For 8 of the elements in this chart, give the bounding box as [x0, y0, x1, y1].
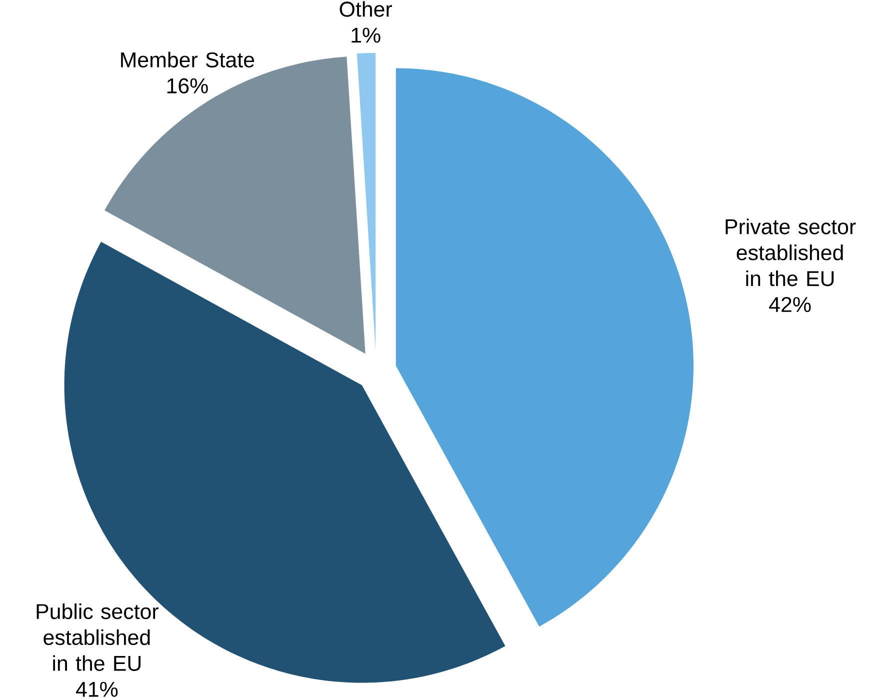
slice-label: Other	[340, 1, 392, 17]
data-label: 1%	[352, 28, 380, 43]
data-label: 16%	[167, 78, 208, 94]
data-label: 42%	[769, 296, 811, 312]
data-label: 41%	[76, 682, 118, 697]
slice-label: Public sector established in the EU	[36, 603, 158, 671]
slice-label: Private sector established in the EU	[726, 218, 856, 286]
slice-label: Member State	[121, 52, 254, 68]
